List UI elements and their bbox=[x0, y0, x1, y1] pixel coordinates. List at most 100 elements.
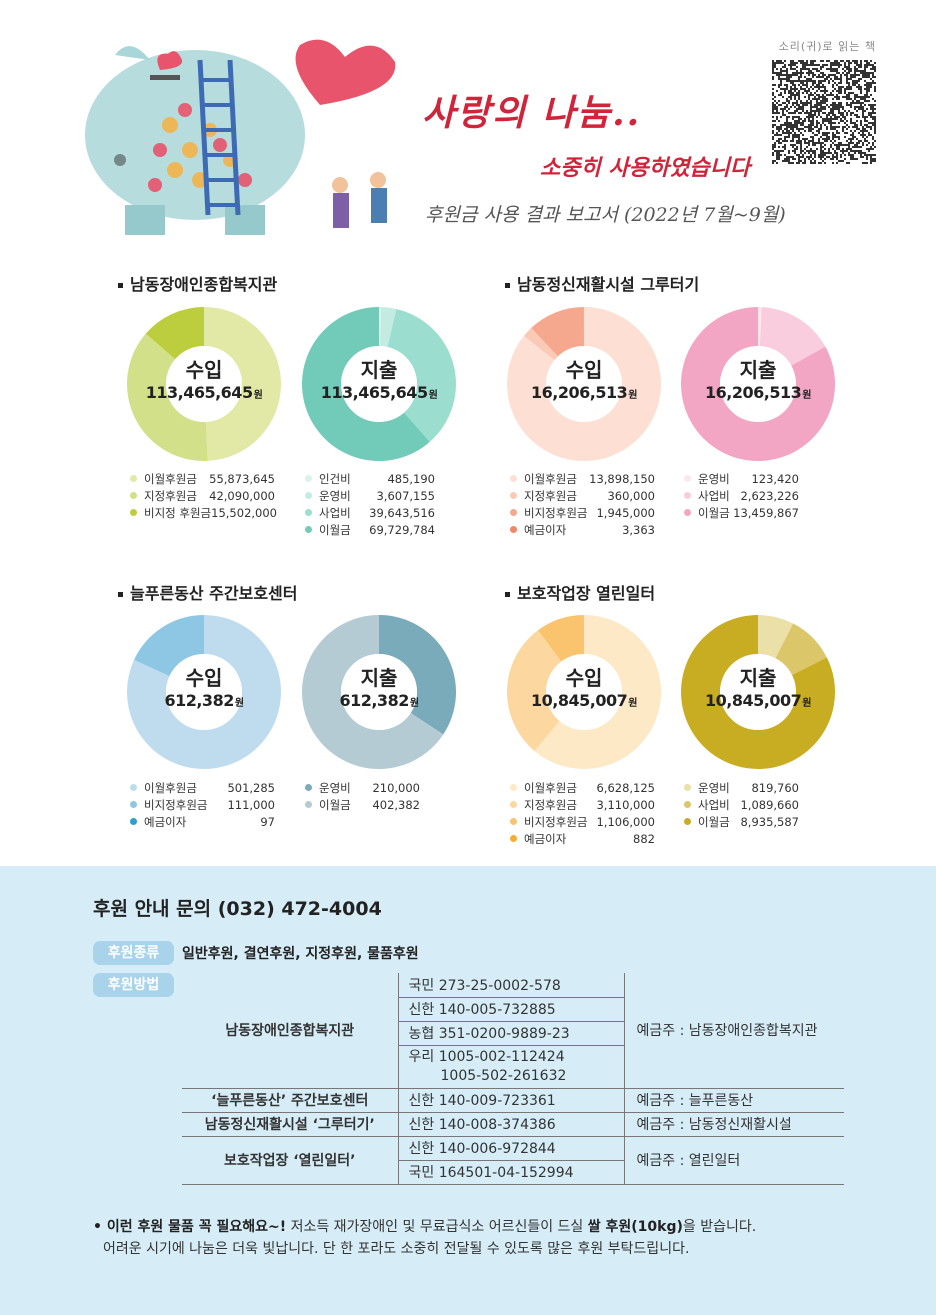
legend-value: 819,760 bbox=[751, 780, 799, 795]
piggy-bank-illustration bbox=[85, 39, 396, 235]
account-number: 우리 1005-002-112424 bbox=[408, 1048, 565, 1065]
legend-item: 이월후원금 6,628,125 bbox=[510, 779, 655, 796]
type-tag: 후원종류 bbox=[93, 941, 174, 965]
legend-label: 이월금 bbox=[698, 814, 730, 829]
org-name: 남동장애인종합복지관 bbox=[182, 973, 398, 1089]
legend-swatch bbox=[510, 801, 517, 808]
legend-label: 예금이자 bbox=[524, 522, 567, 537]
legend-label: 운영비 bbox=[319, 780, 351, 795]
legend-label: 사업비 bbox=[698, 488, 730, 503]
legend-label: 사업비 bbox=[319, 505, 351, 520]
legend-item: 지정후원금 3,110,000 bbox=[510, 796, 655, 813]
legend-value: 6,628,125 bbox=[596, 780, 655, 795]
legend-label: 지정후원금 bbox=[144, 488, 197, 503]
legend-swatch bbox=[305, 475, 312, 482]
legend-value: 42,090,000 bbox=[209, 488, 275, 503]
slice-이월금 bbox=[681, 307, 835, 461]
legend-label: 예금이자 bbox=[524, 831, 567, 846]
account-holder: 예금주 : 남동장애인종합복지관 bbox=[623, 973, 844, 1089]
legend-swatch bbox=[510, 835, 517, 842]
slice-운영비 bbox=[758, 307, 762, 347]
legend-item: 운영비 3,607,155 bbox=[305, 487, 435, 504]
slice-이월금 bbox=[302, 615, 444, 769]
expense-legend: 운영비 210,000 이월금 402,382 bbox=[305, 779, 420, 813]
table-row: 보호작업장 ‘열린일터’ 신한 140-006-972844 예금주 : 열린일… bbox=[182, 1136, 844, 1185]
legend-value: 1,106,000 bbox=[596, 814, 655, 829]
page-title: 사랑의 나눔.. bbox=[422, 92, 642, 134]
slice-운영비 bbox=[380, 307, 397, 347]
section-title: 남동정신재활시설 그루터기 bbox=[505, 271, 699, 295]
legend-value: 123,420 bbox=[751, 471, 799, 486]
income-legend: 이월후원금 13,898,150 지정후원금 360,000 비지정후원금 1,945,0… bbox=[510, 470, 655, 538]
support-types: 일반후원, 결연후원, 지정후원, 물품후원 bbox=[182, 946, 419, 962]
table-row: 농협 351-0200-9889-23 bbox=[182, 1021, 844, 1046]
legend-value: 3,363 bbox=[622, 522, 655, 537]
legend-swatch bbox=[130, 801, 137, 808]
table-row: 우리 1005-002-112424 1005-502-261632 bbox=[182, 1045, 844, 1089]
table-row: 남동장애인종합복지관 국민 273-25-0002-578 예금주 : 남동장애… bbox=[182, 973, 844, 1089]
legend-label: 지정후원금 bbox=[524, 488, 577, 503]
legend-value: 13,459,867 bbox=[733, 505, 799, 520]
legend-label: 이월금 bbox=[698, 505, 730, 520]
slice-이월후원금 bbox=[507, 307, 661, 461]
slice-사업비 bbox=[759, 307, 826, 366]
expense-donut-chart bbox=[681, 615, 835, 769]
income-legend: 이월후원금 501,285 비지정후원금 111,000 예금이자 97 bbox=[130, 779, 275, 830]
legend-swatch bbox=[130, 475, 137, 482]
legend-swatch bbox=[510, 526, 517, 533]
table-row: 남동정신재활시설 ‘그루터기’ 신한 140-008-374386 예금주 : … bbox=[182, 1112, 844, 1137]
legend-item: 인건비 485,190 bbox=[305, 470, 435, 487]
legend-swatch bbox=[510, 492, 517, 499]
account-number: 신한 140-008-374386 bbox=[397, 1112, 624, 1137]
section-title: 남동장애인종합복지관 bbox=[118, 271, 277, 295]
legend-value: 39,643,516 bbox=[369, 505, 435, 520]
support-info: 후원 안내 문의 (032) 472-4004 후원종류 일반후원, 결연후원,… bbox=[0, 866, 936, 1315]
note-line-2: 어려운 시기에 나눔은 더욱 빛납니다. 단 한 포라도 소중히 전달될 수 있… bbox=[103, 1241, 690, 1257]
legend-label: 운영비 bbox=[319, 488, 351, 503]
legend-label: 지정후원금 bbox=[524, 797, 577, 812]
account-number: 신한 140-006-972844 bbox=[397, 1136, 624, 1161]
slice-사업비 bbox=[775, 623, 827, 675]
income-legend: 이월후원금 55,873,645 지정후원금 42,090,000 비지정 후원금 15,… bbox=[130, 470, 277, 521]
expense-legend: 인건비 485,190 운영비 3,607,155 사업비 39,643,516 이월금 69… bbox=[305, 470, 435, 538]
legend-label: 이월후원금 bbox=[524, 471, 577, 486]
legend-value: 402,382 bbox=[372, 797, 420, 812]
legend-swatch bbox=[510, 784, 517, 791]
slice-사업비 bbox=[387, 308, 456, 442]
table-row: ‘늘푸른동산’ 주간보호센터 신한 140-009-723361 예금주 : 늘… bbox=[182, 1088, 844, 1113]
account-number: 신한 140-009-723361 bbox=[397, 1088, 624, 1113]
legend-value: 501,285 bbox=[227, 780, 275, 795]
account-holder: 예금주 : 열린일터 bbox=[623, 1136, 844, 1185]
report-period: 후원금 사용 결과 보고서 (2022년 7월~9월) bbox=[425, 204, 786, 226]
qr-code-icon[interactable] bbox=[772, 60, 876, 164]
legend-item: 비지정 후원금 15,502,000 bbox=[130, 504, 277, 521]
account-holder: 예금주 : 늘푸른동산 bbox=[623, 1088, 844, 1113]
slice-이월후원금 bbox=[127, 615, 282, 769]
inquiry-heading: 후원 안내 문의 (032) 472-4004 bbox=[93, 898, 382, 920]
expense-legend: 운영비 123,420 사업비 2,623,226 이월금 13,459,867 bbox=[684, 470, 799, 521]
legend-label: 비지정후원금 bbox=[524, 505, 588, 520]
legend-swatch bbox=[510, 818, 517, 825]
legend-swatch bbox=[130, 784, 137, 791]
legend-value: 13,898,150 bbox=[589, 471, 655, 486]
slice-이월후원금 bbox=[204, 307, 281, 461]
legend-swatch bbox=[684, 509, 691, 516]
account-number: 국민 164501-04-152994 bbox=[397, 1160, 624, 1185]
legend-item: 이월금 69,729,784 bbox=[305, 521, 435, 538]
legend-value: 97 bbox=[260, 814, 275, 829]
expense-donut-chart bbox=[302, 307, 456, 461]
income-legend: 이월후원금 6,628,125 지정후원금 3,110,000 비지정후원금 1,106,… bbox=[510, 779, 655, 847]
legend-value: 882 bbox=[633, 831, 655, 846]
legend-item: 이월후원금 501,285 bbox=[130, 779, 275, 796]
legend-value: 3,607,155 bbox=[376, 488, 435, 503]
legend-value: 485,190 bbox=[387, 471, 435, 486]
account-number-group: 우리 1005-002-112424 1005-502-261632 bbox=[397, 1045, 624, 1089]
slice-인건비 bbox=[379, 307, 382, 347]
donation-note: • 이런 후원 물품 꼭 필요해요~! 저소득 재가장애인 및 무료급식소 어르… bbox=[93, 1216, 756, 1260]
legend-item: 예금이자 97 bbox=[130, 813, 275, 830]
income-donut-chart bbox=[507, 307, 661, 461]
table-row: 신한 140-005-732885 bbox=[182, 997, 844, 1022]
slice-이월금 bbox=[302, 307, 430, 461]
legend-swatch bbox=[510, 475, 517, 482]
income-donut-chart bbox=[127, 307, 281, 461]
